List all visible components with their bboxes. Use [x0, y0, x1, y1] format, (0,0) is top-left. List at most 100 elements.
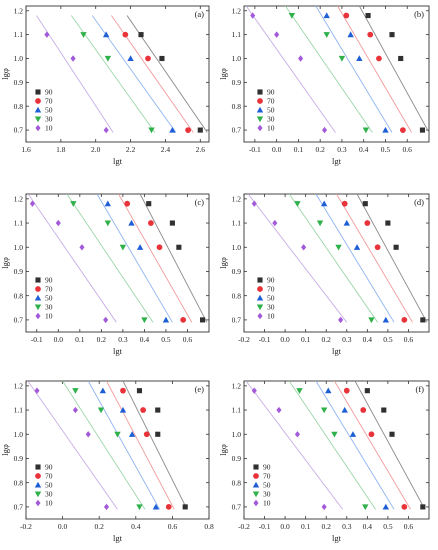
y-tick-label: 0.7: [232, 126, 242, 135]
data-point: [128, 219, 135, 226]
fit-line: [284, 6, 373, 133]
legend-marker: [256, 116, 264, 123]
data-point: [398, 55, 404, 62]
legend-marker: [34, 294, 42, 301]
data-point: [385, 220, 391, 226]
data-point: [343, 387, 350, 394]
x-tick-label: -0.1: [249, 145, 261, 154]
data-point: [72, 388, 79, 394]
chart-panel: -0.2 -0.1 0.0 0.1 0.2 0.3 0.4 0.5 0.6 0.7 0.8 0.9 1.…: [218, 193, 430, 356]
x-tick-label: 0.0: [280, 335, 290, 344]
legend-label: 50: [263, 481, 271, 490]
fit-line: [337, 6, 412, 133]
x-tick-label: 0.4: [363, 522, 373, 531]
data-point: [347, 31, 354, 38]
x-axis-label: lgt: [113, 346, 123, 356]
data-point: [138, 32, 144, 38]
data-point: [156, 244, 163, 251]
legend-marker: [35, 312, 41, 320]
y-axis-label: lgφ: [0, 444, 10, 456]
legend-label: 90: [263, 463, 271, 472]
y-axis-label: lgφ: [218, 68, 228, 80]
fit-line: [27, 194, 117, 323]
data-point: [199, 317, 206, 323]
legend-marker: [35, 464, 41, 470]
legend-marker: [34, 116, 42, 123]
legend-marker: [256, 304, 264, 311]
data-point: [316, 220, 324, 227]
legend-marker: [35, 286, 41, 292]
data-point: [274, 31, 280, 38]
x-tick-label: 0.1: [301, 522, 311, 531]
legend-marker: [257, 277, 263, 283]
legend-marker: [35, 499, 41, 507]
data-point: [80, 32, 87, 38]
legend-label: 70: [45, 472, 53, 481]
x-tick-label: 0.4: [140, 335, 150, 344]
legend-marker: [35, 98, 41, 104]
x-tick-label: 0.2: [315, 145, 325, 154]
legend-label: 10: [45, 124, 53, 133]
plot-frame: [25, 193, 210, 333]
legend-label: 50: [267, 106, 275, 115]
plot-frame: [25, 5, 210, 143]
fit-line: [358, 6, 429, 133]
data-point: [148, 127, 155, 134]
fit-line: [315, 194, 395, 323]
data-point: [104, 220, 112, 227]
data-point: [145, 55, 151, 62]
data-point: [114, 431, 121, 438]
legend-marker: [35, 89, 41, 95]
y-tick-label: 0.7: [232, 315, 242, 324]
data-point: [389, 32, 395, 38]
y-axis-label: lgφ: [0, 257, 10, 269]
data-point: [128, 431, 136, 437]
fit-line: [336, 194, 413, 323]
y-tick-label: 0.8: [14, 291, 24, 300]
data-point: [276, 406, 282, 414]
x-axis-label: lgt: [113, 533, 123, 543]
x-tick-label: 0.4: [359, 145, 369, 154]
data-point: [162, 316, 170, 323]
y-tick-label: 1.2: [232, 194, 242, 203]
data-point: [382, 316, 390, 323]
fit-line: [27, 381, 118, 510]
legend-label: 70: [267, 97, 275, 106]
y-axis-label: lgφ: [218, 257, 228, 269]
data-point: [331, 431, 338, 438]
legend-label: 30: [45, 303, 53, 312]
x-axis-label: lgt: [332, 533, 342, 543]
data-point: [34, 387, 40, 394]
data-point: [155, 431, 161, 437]
y-tick-label: 0.9: [14, 78, 24, 87]
data-point: [382, 503, 390, 510]
data-point: [147, 220, 154, 226]
legend-marker: [256, 106, 264, 113]
chart-panel: -0.2 -0.1 0.0 0.1 0.2 0.3 0.4 0.5 0.6 0.7 0.8 0.9 1.…: [218, 380, 430, 543]
y-tick-label: 1.1: [232, 30, 242, 39]
data-point: [368, 317, 375, 324]
fit-line: [122, 381, 188, 510]
data-point: [155, 407, 161, 413]
x-tick-label: 0.5: [383, 335, 393, 344]
y-tick-label: 0.9: [232, 78, 242, 87]
data-point: [140, 407, 146, 413]
data-point: [102, 31, 110, 38]
y-axis-label: lgφ: [218, 444, 228, 456]
y-axis-label: lgφ: [0, 68, 10, 80]
data-point: [127, 55, 134, 62]
x-tick-label: -0.2: [238, 522, 250, 531]
y-tick-label: 1.0: [232, 430, 242, 439]
y-tick-label: 1.2: [14, 381, 24, 390]
data-point: [294, 201, 301, 207]
data-point: [197, 127, 203, 133]
data-point: [341, 200, 348, 207]
fit-line: [245, 381, 344, 510]
legend-label: 30: [263, 490, 271, 499]
plot-frame: [243, 5, 430, 143]
legend-label: 70: [267, 285, 275, 294]
data-point: [301, 244, 307, 251]
data-point: [360, 407, 367, 413]
legend-marker: [35, 124, 41, 132]
legend-label: 70: [263, 472, 271, 481]
